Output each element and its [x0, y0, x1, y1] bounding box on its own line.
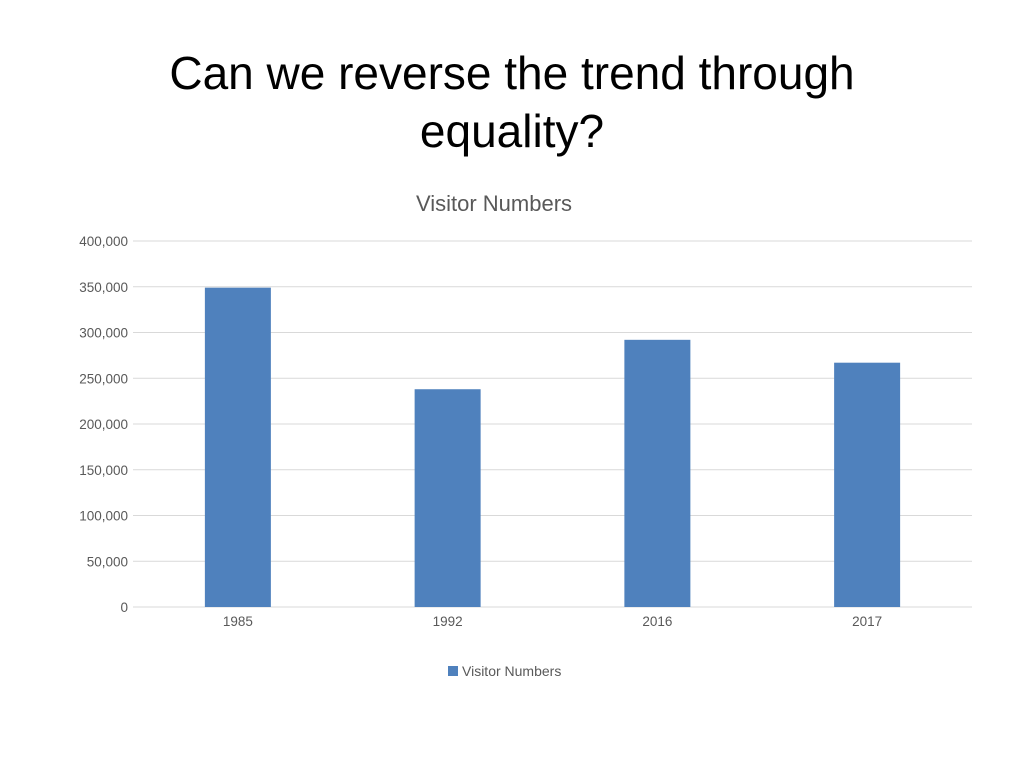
gridlines — [133, 240, 972, 608]
y-tick-label: 0 — [120, 600, 128, 615]
bar-2017 — [834, 362, 901, 607]
legend-label: Visitor Numbers — [462, 663, 561, 679]
bar-1985 — [204, 287, 271, 607]
x-tick-label: 1985 — [223, 614, 253, 629]
y-tick-label: 150,000 — [79, 463, 128, 478]
y-tick-label: 200,000 — [79, 417, 128, 432]
bar-2016 — [624, 339, 691, 607]
y-tick-label: 250,000 — [79, 371, 128, 386]
x-tick-label: 1992 — [433, 614, 463, 629]
y-axis-ticks: 0 50,000 100,000 150,000 200,000 250,000 300,0… — [79, 234, 128, 615]
slide-title: Can we reverse the trend through equalit… — [169, 47, 855, 157]
legend-swatch — [448, 666, 458, 676]
y-tick-label: 300,000 — [79, 326, 128, 341]
y-tick-label: 400,000 — [79, 234, 128, 249]
y-tick-label: 350,000 — [79, 280, 128, 295]
x-axis-ticks: 1985 1992 2016 2017 — [223, 614, 882, 629]
bars — [204, 287, 901, 607]
y-tick-label: 100,000 — [79, 509, 128, 524]
x-tick-label: 2017 — [852, 614, 882, 629]
bar-1992 — [414, 389, 481, 607]
chart-title: Visitor Numbers — [416, 191, 572, 216]
legend: Visitor Numbers — [448, 663, 561, 679]
y-tick-label: 50,000 — [87, 554, 128, 569]
x-tick-label: 2016 — [642, 614, 672, 629]
